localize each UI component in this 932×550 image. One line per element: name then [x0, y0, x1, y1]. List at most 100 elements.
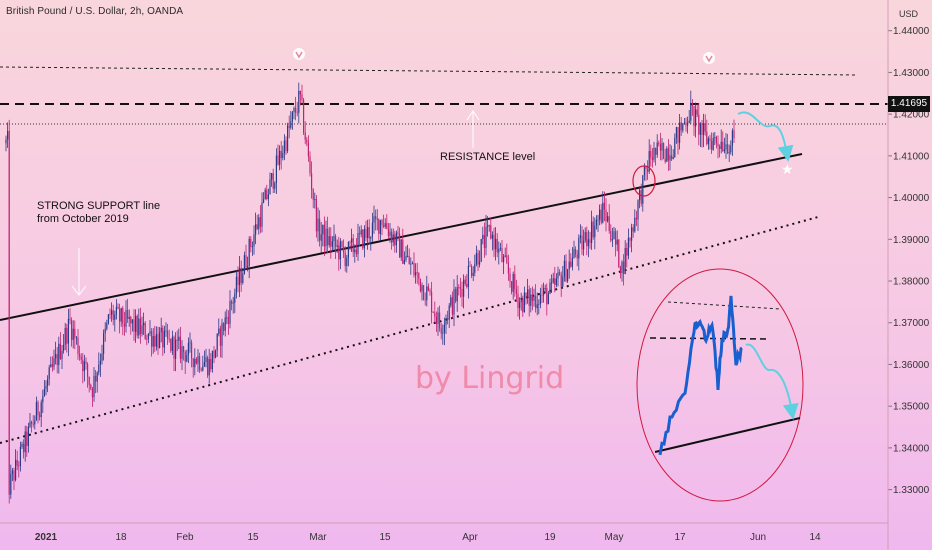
candle-body [706, 131, 708, 145]
price-tick-label: 1.41000 [893, 151, 930, 162]
candle-body [570, 261, 572, 267]
candle-body [531, 294, 533, 301]
candle-body [447, 318, 449, 320]
candle-body [408, 255, 410, 265]
candle-body [619, 267, 621, 274]
candle-body [674, 137, 676, 158]
candle-body [18, 465, 20, 467]
candle-body [493, 234, 495, 250]
candle-body [275, 155, 277, 183]
inset-circle [636, 268, 804, 502]
candle-body [410, 263, 412, 265]
candle-body [191, 342, 193, 359]
candle-body [551, 282, 553, 284]
candle-body [280, 150, 282, 159]
candle-body [509, 273, 511, 282]
candle-body [519, 302, 521, 309]
candle-body [210, 359, 212, 370]
candle-body [623, 261, 625, 275]
candle-body [554, 278, 556, 285]
candle-body [472, 272, 474, 276]
candle-body [395, 232, 397, 246]
candle-body [338, 245, 340, 260]
candle-body [354, 249, 356, 253]
candle-body [69, 318, 71, 321]
candle-body [290, 121, 292, 128]
candle-body [698, 114, 700, 135]
candle-body [40, 402, 42, 417]
projection-arrow [737, 111, 794, 162]
candle-body [466, 283, 468, 288]
target-star-icon: ★ [781, 162, 794, 178]
candle-body [21, 443, 23, 447]
candle-body [671, 155, 673, 160]
candle-body [29, 421, 31, 427]
candle-body [151, 331, 153, 347]
candle-body [693, 106, 695, 127]
candle-body [255, 224, 257, 235]
candle-body [351, 238, 353, 243]
candle-body [51, 364, 53, 367]
candle-body [677, 127, 679, 143]
candle-body [549, 282, 551, 294]
candle-body [77, 337, 79, 355]
candle-body [45, 385, 47, 389]
candle-body [711, 141, 713, 150]
candle-body [443, 324, 445, 333]
candle-body [144, 322, 146, 339]
candle-body [189, 342, 191, 344]
candle-body [632, 227, 634, 232]
candle-body [584, 232, 586, 241]
candle-body [85, 361, 87, 364]
candle-body [296, 112, 298, 114]
candle-body [496, 238, 498, 253]
candle-body [127, 310, 129, 319]
strong-support-line[interactable] [0, 153, 803, 321]
candle-body [634, 217, 636, 232]
candle-body [146, 338, 148, 340]
candle-body [591, 221, 593, 243]
candle-body [368, 227, 370, 239]
candle-body [152, 336, 154, 347]
candle-body [539, 294, 541, 305]
candle-body [450, 297, 452, 306]
candle-body [271, 173, 273, 180]
time-tick-label: Feb [176, 532, 194, 543]
candle-body [499, 247, 501, 249]
candle-body [611, 239, 613, 241]
candle-body [643, 166, 645, 176]
candle-body [627, 237, 629, 256]
candle-body [250, 238, 252, 247]
candle-body [621, 261, 623, 274]
price-tick-label: 1.33000 [893, 485, 930, 496]
candle-body [83, 361, 85, 372]
candle-body [176, 339, 178, 341]
symbol-header[interactable]: British Pound / U.S. Dollar, 2h, OANDA [6, 6, 184, 17]
candle-body [474, 264, 476, 273]
candle-body [53, 358, 55, 367]
candle-body [159, 332, 161, 349]
candle-body [88, 376, 90, 385]
candle-body [47, 378, 49, 386]
candle-body [717, 143, 719, 147]
candle-body [485, 226, 487, 248]
candle-body [325, 228, 327, 247]
price-scale[interactable]: 1.33000 1.34000 1.35000 1.36000 1.37000 1.380… [888, 26, 930, 496]
candle-body [120, 308, 122, 322]
candle-body [75, 337, 77, 339]
candle-body [387, 228, 389, 236]
candle-body [11, 470, 13, 474]
candle-body [439, 312, 441, 329]
candle-body [659, 144, 661, 151]
candle-body [635, 217, 637, 220]
candle-body [299, 90, 301, 95]
price-tick-label: 1.35000 [893, 402, 930, 413]
candle-body [283, 140, 285, 154]
candle-body [309, 156, 311, 174]
candle-body [135, 315, 137, 332]
candle-body [637, 200, 639, 220]
time-scale[interactable]: 2021 18 Feb 15 Mar 15 Apr 19 May 17 Jun 14 [35, 532, 821, 543]
candle-body [685, 122, 687, 126]
candle-body [687, 122, 689, 126]
upper-dashed-line[interactable] [0, 66, 859, 76]
